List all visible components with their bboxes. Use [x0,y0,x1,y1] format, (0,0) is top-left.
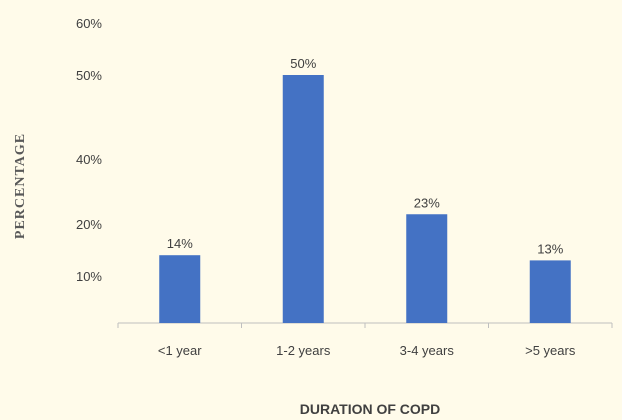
bar [159,255,201,323]
category-label: >5 years [525,343,576,358]
category-labels: <1 year 1-2 years 3-4 years >5 years [158,343,576,358]
y-tick-label: 10% [76,269,102,284]
category-label: 1-2 years [276,343,331,358]
bar-series [159,75,571,323]
data-label: 50% [290,56,316,71]
x-axis-title: DURATION OF COPD [300,401,441,417]
data-label: 14% [167,236,193,251]
category-label: <1 year [158,343,202,358]
x-axis-tick-marks [117,323,613,328]
data-label: 13% [537,241,563,256]
bar [282,75,324,323]
y-tick-label: 50% [76,68,102,83]
bar [406,214,448,323]
data-label: 23% [414,195,440,210]
data-labels: 14% 50% 23% 13% [167,56,564,256]
y-axis-title: PERCENTAGE [13,133,28,239]
y-tick-label: 60% [76,16,102,31]
category-label: 3-4 years [400,343,455,358]
y-axis-tick-labels: 10% 20% 40% 50% 60% [76,16,102,284]
bar [529,260,571,323]
y-tick-label: 20% [76,217,102,232]
y-tick-label: 40% [76,152,102,167]
